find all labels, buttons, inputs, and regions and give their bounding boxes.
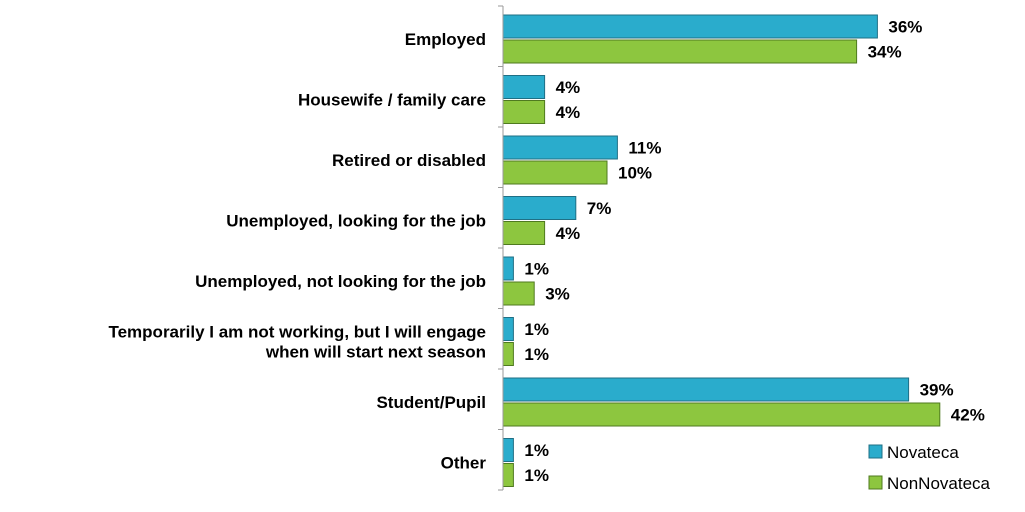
bar-novateca [502, 377, 910, 402]
data-label: 4% [556, 78, 581, 97]
bar-nonnovateca [502, 221, 546, 245]
bar-novateca [502, 196, 577, 220]
legend: Novateca NonNovateca [868, 443, 991, 493]
legend-swatch-novateca [868, 444, 883, 459]
bar-novateca [502, 75, 546, 99]
bar-nonnovateca [502, 39, 858, 64]
category-label: Temporarily I am not working, but I will… [108, 323, 486, 342]
data-label: 42% [951, 406, 985, 425]
legend-label: Novateca [887, 443, 959, 462]
data-label: 4% [556, 224, 581, 243]
data-label: 1% [524, 441, 549, 460]
bar-nonnovateca [502, 281, 535, 306]
legend-label: NonNovateca [887, 474, 991, 493]
bar-nonnovateca [502, 160, 608, 185]
category-label: Retired or disabled [332, 151, 486, 170]
data-label: 36% [888, 18, 922, 37]
bar-novateca [502, 14, 878, 39]
category-label: Unemployed, not looking for the job [195, 272, 486, 291]
category-label: Housewife / family care [298, 91, 486, 110]
bar-nonnovateca [502, 402, 941, 427]
labels-layer: Employed 36% 34% Housewife / family care 4% 4… [108, 18, 984, 486]
bar-novateca [502, 317, 514, 341]
data-label: 11% [628, 139, 661, 158]
category-label: Student/Pupil [376, 393, 486, 412]
category-axis [498, 5, 504, 491]
data-label: 3% [545, 285, 570, 304]
category-label: Employed [405, 30, 486, 49]
data-label: 39% [920, 381, 954, 400]
category-label: Unemployed, looking for the job [226, 212, 486, 231]
bar-novateca [502, 438, 514, 462]
data-label: 1% [524, 345, 549, 364]
data-label: 4% [556, 103, 581, 122]
data-label: 7% [587, 199, 612, 218]
data-label: 34% [868, 43, 902, 62]
category-label: when will start next season [265, 343, 486, 362]
bar-nonnovateca [502, 100, 546, 124]
data-label: 1% [524, 260, 549, 279]
category-label: Other [441, 454, 487, 473]
bar-novateca [502, 135, 618, 160]
bar-nonnovateca [502, 342, 514, 366]
data-label: 10% [618, 164, 652, 183]
data-label: 1% [524, 320, 549, 339]
data-label: 1% [524, 466, 549, 485]
bar-nonnovateca [502, 463, 514, 487]
legend-swatch-nonnovateca [868, 475, 883, 490]
bar-novateca [502, 256, 514, 281]
